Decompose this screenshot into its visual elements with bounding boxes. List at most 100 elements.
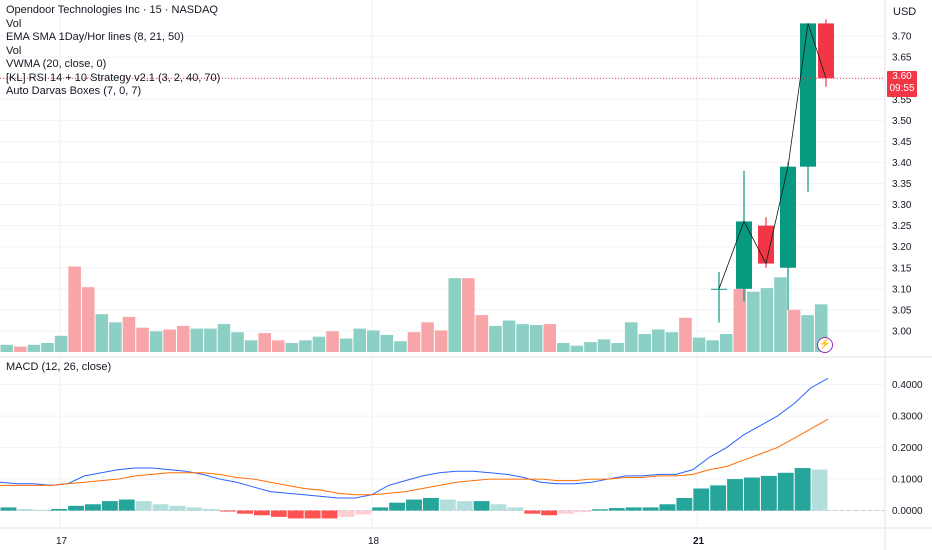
macd-tick-label: 0.0000 (892, 506, 923, 517)
macd-histogram-bar (389, 502, 406, 511)
volume-bar (665, 332, 679, 352)
volume-bar (149, 331, 163, 352)
time-axis-label: 21 (693, 536, 705, 547)
macd-histogram-bar (338, 510, 355, 517)
macd-histogram-bar (744, 477, 760, 511)
volume-bar (271, 340, 285, 352)
close-line (718, 23, 827, 289)
macd-histogram-bar (760, 475, 777, 511)
macd-histogram-bar (794, 468, 811, 511)
macd-histogram-bar (659, 504, 676, 511)
macd-histogram-bar (422, 497, 439, 511)
macd-histogram-bar (101, 501, 118, 511)
macd-histogram-bar (625, 507, 642, 511)
volume-bar (285, 343, 299, 352)
lightning-icon[interactable]: ⚡ (817, 337, 833, 353)
price-tick-label: 3.65 (892, 53, 912, 64)
last-price-value: 3.60 (892, 71, 912, 82)
volume-bar (529, 325, 543, 352)
volume-bar (611, 343, 624, 352)
macd-histogram-bar (253, 510, 270, 516)
candle-body (818, 23, 834, 79)
candle-body (711, 288, 727, 290)
macd-histogram-bar (591, 509, 608, 511)
volume-bar (624, 322, 638, 352)
volume-bar (475, 315, 489, 352)
macd-histogram-bar (169, 505, 186, 511)
volume-bar (68, 266, 81, 352)
volume-bar (652, 329, 665, 352)
volume-bar (448, 278, 462, 352)
macd-histogram-bar (558, 510, 575, 514)
signal-line (0, 418, 829, 496)
volume-bar (0, 344, 14, 352)
candle-body (800, 23, 816, 167)
indicator-ema-sma[interactable]: EMA SMA 1Day/Hor lines (8, 21, 50) (6, 31, 184, 43)
macd-legend[interactable]: MACD (12, 26, close) (6, 361, 112, 373)
volume-bar (122, 316, 136, 352)
volume-bar (434, 330, 448, 352)
price-tick-label: 3.15 (892, 263, 912, 274)
volume-bar (421, 322, 434, 352)
price-tick-label: 3.10 (892, 284, 912, 295)
macd-histogram-bar (473, 501, 490, 511)
macd-histogram-bar (608, 508, 625, 511)
macd-histogram-bar (693, 488, 710, 511)
time-axis-label: 18 (368, 536, 380, 547)
macd-histogram-bar (456, 501, 473, 511)
volume-bar (299, 340, 312, 352)
macd-histogram-bar (304, 510, 321, 519)
macd-histogram-bar (237, 510, 253, 514)
volume-bar (204, 328, 217, 352)
price-tick-label: 3.35 (892, 179, 912, 190)
indicator-legend: Opendoor Technologies Inc · 15 · NASDAQ … (6, 4, 220, 99)
macd-histogram-bar (406, 499, 422, 511)
volume-bar (244, 340, 258, 352)
volume-bar (176, 325, 190, 352)
last-price-tag: 3.60 09:55 (887, 71, 917, 97)
volume-bar (747, 291, 760, 352)
price-tick-label: 3.40 (892, 158, 912, 169)
volume-bar (380, 334, 394, 352)
volume-bar (14, 346, 27, 352)
macd-histogram-bar (135, 501, 152, 511)
macd-histogram-bar (710, 485, 727, 511)
volume-bar (719, 334, 733, 352)
macd-histogram-bar (372, 507, 389, 511)
price-tick-label: 3.25 (892, 221, 912, 232)
macd-histogram-bar (0, 507, 17, 511)
volume-bar (95, 314, 109, 352)
macd-histogram-bar (220, 510, 237, 512)
macd-histogram-bar (84, 504, 101, 511)
volume-bar (27, 344, 41, 352)
volume-bar (217, 324, 231, 352)
indicator-darvas[interactable]: Auto Darvas Boxes (7, 0, 7) (6, 85, 142, 97)
indicator-vwma[interactable]: VWMA (20, close, 0) (6, 58, 107, 70)
volume-bar (543, 324, 557, 352)
volume-bar (570, 345, 584, 352)
macd-histogram-bar (507, 507, 524, 511)
volume-bar (774, 277, 787, 352)
currency-label[interactable]: USD (893, 6, 917, 18)
volume-bar (516, 324, 529, 352)
volume-bar (109, 322, 122, 352)
macd-histogram-bar (777, 472, 794, 511)
price-tick-label: 3.55 (892, 95, 912, 106)
volume-bar (394, 341, 407, 352)
symbol-title[interactable]: Opendoor Technologies Inc · 15 · NASDAQ (6, 4, 218, 16)
macd-histogram-bar (524, 510, 541, 514)
volume-bar (231, 332, 244, 352)
indicator-rsi-strategy[interactable]: [KL] RSI 14 + 10 Strategy v2.1 (3, 2, 40… (6, 71, 221, 84)
macd-histogram-bar (186, 507, 203, 511)
volume-bar (692, 337, 706, 352)
macd-histogram-bar (642, 507, 659, 511)
volume-bar (638, 334, 652, 352)
indicator-vol-1[interactable]: Vol (6, 17, 22, 30)
candle-body (736, 221, 752, 289)
indicator-vol-2[interactable]: Vol (6, 44, 22, 57)
macd-histogram-bar (270, 510, 287, 517)
macd-histogram-bar (490, 504, 507, 511)
macd-histogram-bar (727, 479, 744, 511)
